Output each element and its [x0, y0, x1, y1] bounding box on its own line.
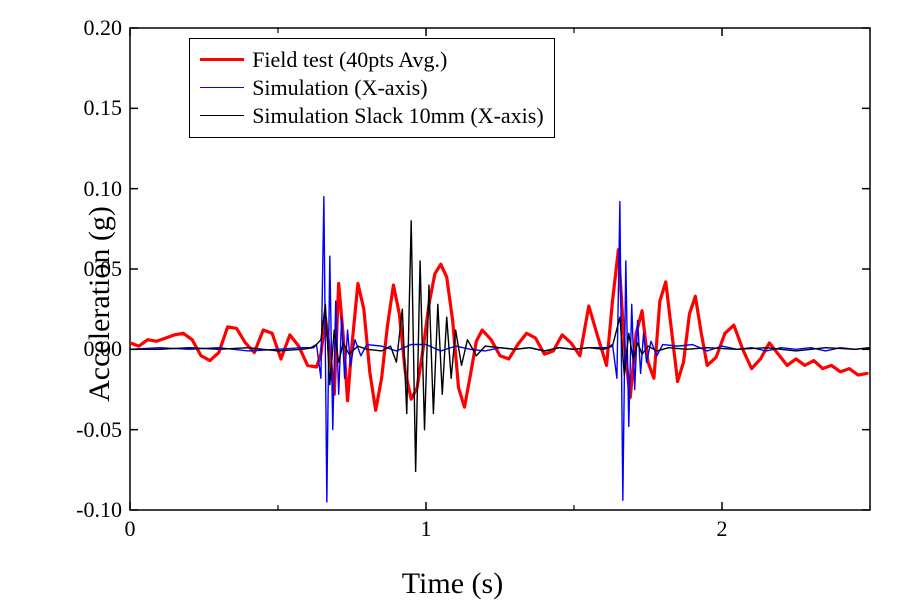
legend-swatch: [200, 58, 244, 61]
legend-swatch: [200, 87, 244, 88]
legend-item: Simulation (X-axis): [200, 75, 543, 101]
legend-box: Field test (40pts Avg.)Simulation (X-axi…: [189, 38, 554, 138]
legend-swatch: [200, 115, 244, 116]
legend-label: Field test (40pts Avg.): [252, 47, 447, 73]
series-simulation_x: [130, 197, 870, 502]
legend-label: Simulation Slack 10mm (X-axis): [252, 103, 543, 129]
legend-item: Field test (40pts Avg.): [200, 47, 543, 73]
legend-label: Simulation (X-axis): [252, 75, 427, 101]
acceleration-time-chart: Acceleration (g) Time (s) -0.10-0.050.00…: [0, 0, 905, 607]
series-simulation_slack10_x: [130, 221, 870, 472]
legend-item: Simulation Slack 10mm (X-axis): [200, 103, 543, 129]
series-field_test: [130, 250, 867, 411]
